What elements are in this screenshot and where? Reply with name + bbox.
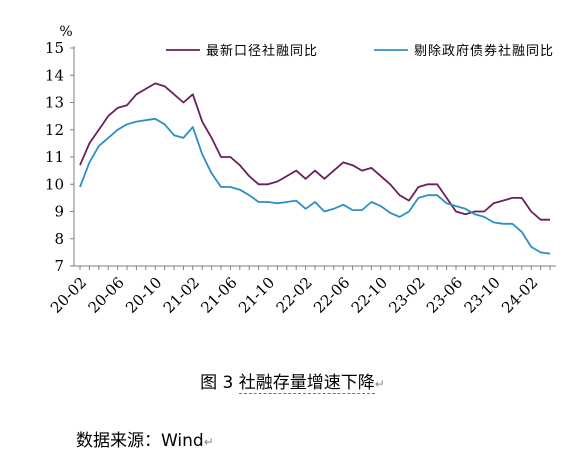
- x-tick-label: 23-02: [385, 274, 428, 317]
- figure-caption: 图 3 社融存量增速下降↵: [0, 368, 585, 394]
- legend-label-2: 剔除政府债券社融同比: [414, 43, 554, 59]
- x-tick-label: 22-10: [348, 274, 391, 317]
- legend-label-1: 最新口径社融同比: [206, 43, 318, 59]
- y-tick-label: 13: [45, 94, 64, 112]
- caption-text: 社融存量增速下降: [238, 373, 375, 394]
- y-tick-label: 12: [45, 121, 64, 139]
- y-tick-label: 8: [54, 230, 64, 248]
- y-tick-label: 14: [45, 66, 64, 84]
- x-tick-label: 21-06: [197, 274, 240, 317]
- x-tick-label: 23-06: [423, 274, 466, 317]
- x-tick-label: 23-10: [461, 274, 504, 317]
- caption-prefix: 图 3: [200, 373, 239, 393]
- x-tick-label: 20-10: [122, 274, 165, 317]
- series-line-2: [79, 117, 551, 255]
- y-tick-label: 9: [54, 203, 64, 221]
- x-tick-label: 22-02: [273, 274, 316, 317]
- y-tick-label: 15: [45, 39, 64, 57]
- data-source: 数据来源：Wind↵: [76, 426, 214, 451]
- y-tick-label: 11: [45, 148, 64, 166]
- paragraph-mark-icon: ↵: [374, 377, 385, 391]
- x-tick-label: 20-06: [85, 274, 128, 317]
- line-chart: % 7 8 9 10 11 12 13 14 15 20-0220-0620-1021-0221-0…: [45, 24, 556, 317]
- x-tick-label: 24-02: [498, 274, 541, 317]
- series-line-1: [79, 82, 550, 221]
- x-tick-label: 21-02: [160, 274, 203, 317]
- x-tick-label: 20-02: [47, 274, 90, 317]
- y-tick-label: 10: [45, 175, 64, 193]
- y-axis-unit: %: [59, 24, 72, 40]
- source-text: 数据来源：Wind: [76, 431, 204, 451]
- x-tick-label: 21-10: [235, 274, 278, 317]
- y-tick-label: 7: [54, 257, 64, 275]
- paragraph-mark-icon: ↵: [203, 435, 214, 449]
- x-tick-label: 22-06: [310, 274, 353, 317]
